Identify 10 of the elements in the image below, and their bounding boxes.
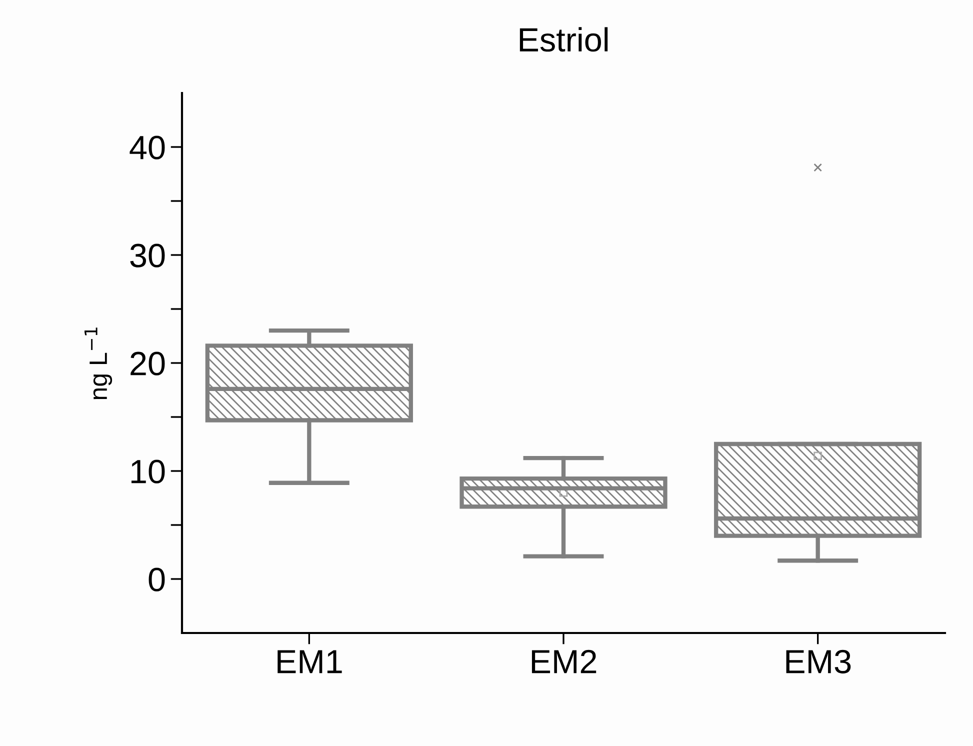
y-tick-label: 30: [130, 244, 165, 268]
x-tick-label: EM1: [278, 650, 342, 674]
y-tick-label: 20: [130, 352, 165, 376]
y-tick-label: 0: [148, 568, 165, 592]
y-axis-title: ng L$^{−1}$: [84, 328, 112, 400]
x-tick-label: EM3: [786, 650, 851, 674]
y-tick-label: 10: [131, 460, 165, 484]
y-tick-label: 40: [130, 136, 165, 160]
chart-title: Estriol: [520, 27, 608, 52]
x-tick-label: EM2: [532, 650, 596, 674]
